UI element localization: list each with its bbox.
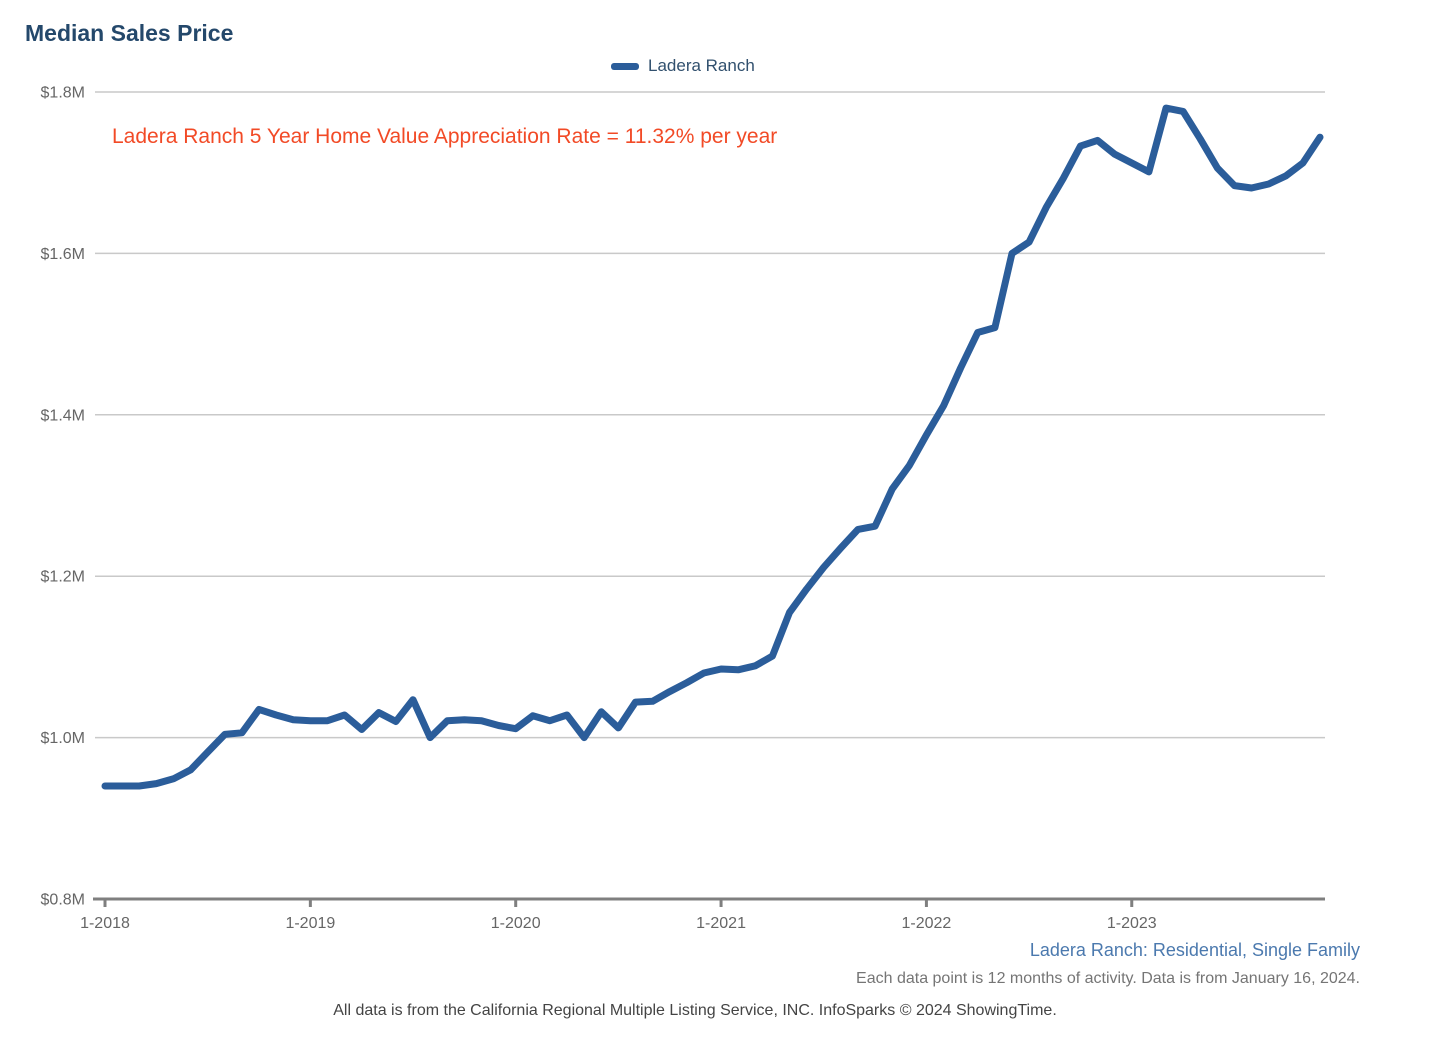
y-tick-label: $1.2M xyxy=(41,569,85,586)
y-tick-label: $1.4M xyxy=(41,407,85,424)
appreciation-rate-annotation: Ladera Ranch 5 Year Home Value Appreciat… xyxy=(112,125,778,148)
legend-item-ladera-ranch[interactable]: Ladera Ranch xyxy=(611,56,755,76)
x-tick-label: 1-2021 xyxy=(696,915,746,932)
y-tick-label: $1.8M xyxy=(41,85,85,102)
footer-series-note: Ladera Ranch: Residential, Single Family xyxy=(1029,940,1360,960)
y-tick-label: $1.6M xyxy=(41,246,85,263)
x-tick-label: 1-2018 xyxy=(80,915,130,932)
x-tick-label: 1-2023 xyxy=(1107,915,1157,932)
legend-label: Ladera Ranch xyxy=(648,56,755,75)
y-tick-label: $0.8M xyxy=(41,892,85,909)
footer-source-note: All data is from the California Regional… xyxy=(333,1002,1057,1019)
x-tick-label: 1-2020 xyxy=(491,915,541,932)
x-tick-label: 1-2019 xyxy=(285,915,335,932)
series-line-ladera-ranch xyxy=(101,104,1324,790)
x-tick-label: 1-2022 xyxy=(901,915,951,932)
page-title: Median Sales Price xyxy=(25,20,234,46)
footer-activity-note: Each data point is 12 months of activity… xyxy=(856,970,1360,987)
legend-line-swatch-icon xyxy=(611,62,639,70)
y-tick-label: $1.0M xyxy=(41,730,85,747)
